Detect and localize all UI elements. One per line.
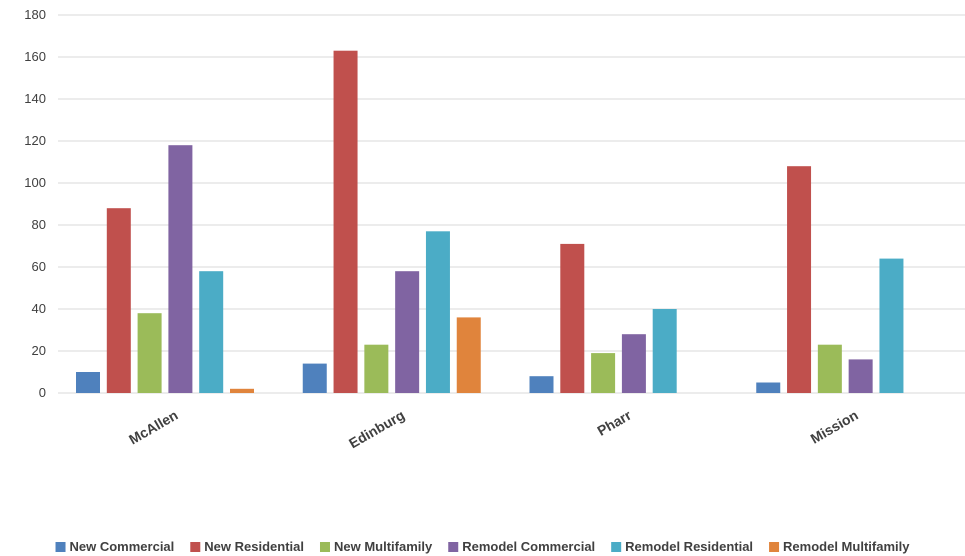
bar — [591, 353, 616, 393]
legend-swatch — [448, 542, 459, 552]
bar — [456, 317, 481, 393]
y-tick-label: 160 — [24, 49, 46, 64]
legend-swatch — [190, 542, 201, 552]
y-tick-label: 40 — [32, 301, 46, 316]
y-tick-label: 60 — [32, 259, 46, 274]
gridlines — [58, 14, 965, 394]
bar — [333, 50, 358, 393]
x-axis-labels: McAllen Edinburg Pharr Mission — [126, 406, 861, 451]
bar — [168, 145, 193, 393]
bar — [621, 334, 646, 393]
bars — [76, 50, 904, 393]
legend: New Commercial New Residential New Multifa… — [55, 539, 910, 554]
bar — [560, 243, 585, 393]
x-category-label: McAllen — [126, 407, 180, 448]
x-category-label: Mission — [808, 407, 861, 447]
y-tick-label: 80 — [32, 217, 46, 232]
bar — [425, 231, 450, 393]
legend-label: New Residential — [204, 539, 304, 554]
bar — [756, 382, 781, 393]
bar — [879, 258, 904, 393]
y-tick-label: 180 — [24, 7, 46, 22]
legend-swatch — [55, 542, 66, 552]
y-axis-ticks: 0 20 40 60 80 100 120 140 160 180 — [24, 7, 46, 400]
bar — [199, 271, 224, 393]
legend-label: Remodel Commercial — [462, 539, 595, 554]
legend-swatch — [611, 542, 622, 552]
bar — [787, 166, 812, 393]
legend-swatch — [769, 542, 780, 552]
bar — [652, 309, 677, 393]
bar — [848, 359, 873, 393]
y-tick-label: 140 — [24, 91, 46, 106]
y-tick-label: 100 — [24, 175, 46, 190]
bar — [529, 376, 554, 393]
y-tick-label: 0 — [39, 385, 46, 400]
legend-swatch — [319, 542, 330, 552]
y-tick-label: 20 — [32, 343, 46, 358]
bar — [137, 313, 162, 393]
bar — [395, 271, 420, 393]
bar — [76, 372, 100, 393]
bar — [106, 208, 131, 393]
legend-label: Remodel Residential — [625, 539, 753, 554]
legend-label: Remodel Multifamily — [783, 539, 910, 554]
bar — [364, 344, 389, 393]
bar — [302, 363, 327, 393]
legend-label: New Commercial — [70, 539, 175, 554]
x-category-label: Pharr — [594, 406, 634, 438]
bar — [817, 344, 842, 393]
y-tick-label: 120 — [24, 133, 46, 148]
x-category-label: Edinburg — [346, 407, 407, 452]
bar — [230, 388, 254, 393]
legend-label: New Multifamily — [334, 539, 433, 554]
